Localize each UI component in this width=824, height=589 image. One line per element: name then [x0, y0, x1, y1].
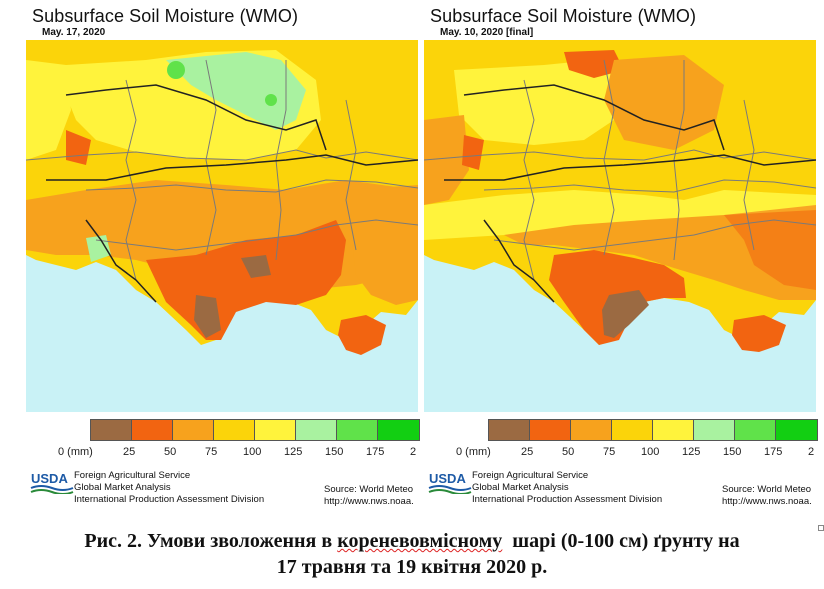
usda-logo-text: USDA — [31, 471, 68, 486]
source-line: Source: World Meteo — [722, 484, 812, 495]
legend-bin-175 — [337, 420, 378, 440]
legend-bin-25 — [489, 420, 530, 440]
caption-text: шарі (0-100 см) ґрунту на — [502, 530, 740, 552]
soil-moisture-panel-may10: Subsurface Soil Moisture (WMO) May. 10, … — [424, 0, 818, 518]
source-url: http://www.nws.noaa.g — [722, 496, 812, 507]
wet-area-north — [166, 52, 306, 130]
panel-title: Subsurface Soil Moisture (WMO) — [430, 6, 697, 26]
legend-bin-125 — [255, 420, 296, 440]
legend-color-bar — [90, 419, 420, 441]
crimea — [732, 315, 786, 352]
crimea — [338, 315, 386, 355]
legend-bin-200 — [378, 420, 419, 440]
legend-unit-label: 0 (mm) — [456, 446, 491, 458]
caption-line-1: Рис. 2. Умови зволоження в кореневовмісн… — [0, 528, 824, 554]
source-url: http://www.nws.noaa. — [324, 496, 414, 507]
legend-label: 125 — [284, 446, 303, 458]
legend-label-cut: 2 — [808, 446, 815, 458]
soil-moisture-panel-may17: Subsurface Soil Moisture (WMO) May. 17, … — [26, 0, 420, 518]
legend-labels: 0 (mm) 25 50 75 100 125 150 175 2 — [424, 446, 816, 460]
legend-label: 50 — [562, 446, 575, 458]
usda-credits: Foreign Agricultural Service Global Mark… — [472, 470, 662, 506]
caption-line-2: 17 травня та 19 квітня 2020 р. — [276, 556, 548, 578]
caption-text: Рис. 2. Умови зволоження в — [84, 530, 338, 552]
source-credit: Source: World Meteo http://www.nws.noaa. — [324, 484, 414, 508]
usda-logo: USDA — [428, 470, 472, 495]
legend-label: 25 — [521, 446, 534, 458]
source-line: Source: World Meteo — [324, 484, 414, 495]
legend-color-bar — [488, 419, 818, 441]
panel-date: May. 17, 2020 — [42, 27, 106, 38]
legend-label: 75 — [603, 446, 616, 458]
legend-bin-50 — [132, 420, 173, 440]
legend-bin-75 — [571, 420, 612, 440]
usda-line: Global Market Analysis — [472, 482, 569, 493]
legend-label: 175 — [366, 446, 385, 458]
north-region — [454, 60, 624, 145]
legend-bin-150 — [694, 420, 735, 440]
legend-unit-label: 0 (mm) — [58, 446, 93, 458]
legend-label: 25 — [123, 446, 136, 458]
legend-bin-50 — [530, 420, 571, 440]
usda-line: International Production Assessment Divi… — [472, 494, 663, 505]
usda-logo: USDA — [30, 470, 74, 495]
usda-logo-text: USDA — [429, 471, 466, 486]
figure-caption: Рис. 2. Умови зволоження в кореневовмісн… — [0, 528, 824, 580]
legend-bin-100 — [214, 420, 255, 440]
legend-label: 150 — [723, 446, 742, 458]
caption-spellcheck-word: кореневовмісному — [337, 530, 503, 552]
panel-title: Subsurface Soil Moisture (WMO) — [32, 6, 299, 26]
usda-line: Foreign Agricultural Service — [472, 470, 589, 481]
legend-bin-175 — [735, 420, 776, 440]
legend-label: 100 — [243, 446, 262, 458]
soil-moisture-map-may10 — [424, 40, 816, 412]
legend-bin-125 — [653, 420, 694, 440]
legend-bin-200 — [776, 420, 817, 440]
usda-line: Global Market Analysis — [74, 482, 171, 493]
legend-bin-25 — [91, 420, 132, 440]
panel-date: May. 10, 2020 [final] — [440, 27, 534, 38]
legend-label-cut: 2 — [410, 446, 417, 458]
legend-labels: 0 (mm) 25 50 75 100 125 150 175 2 — [26, 446, 418, 460]
usda-credits: Foreign Agricultural Service Global Mark… — [74, 470, 264, 506]
usda-line: International Production Assessment Divi… — [74, 494, 265, 505]
legend-bin-75 — [173, 420, 214, 440]
legend-label: 100 — [641, 446, 660, 458]
legend-label: 50 — [164, 446, 177, 458]
legend-label: 75 — [205, 446, 218, 458]
legend-label: 175 — [764, 446, 783, 458]
legend-label: 150 — [325, 446, 344, 458]
legend-bin-150 — [296, 420, 337, 440]
legend-label: 125 — [682, 446, 701, 458]
soil-moisture-map-may17 — [26, 40, 418, 412]
legend-bin-100 — [612, 420, 653, 440]
usda-line: Foreign Agricultural Service — [74, 470, 191, 481]
source-credit: Source: World Meteo http://www.nws.noaa.… — [722, 484, 812, 508]
